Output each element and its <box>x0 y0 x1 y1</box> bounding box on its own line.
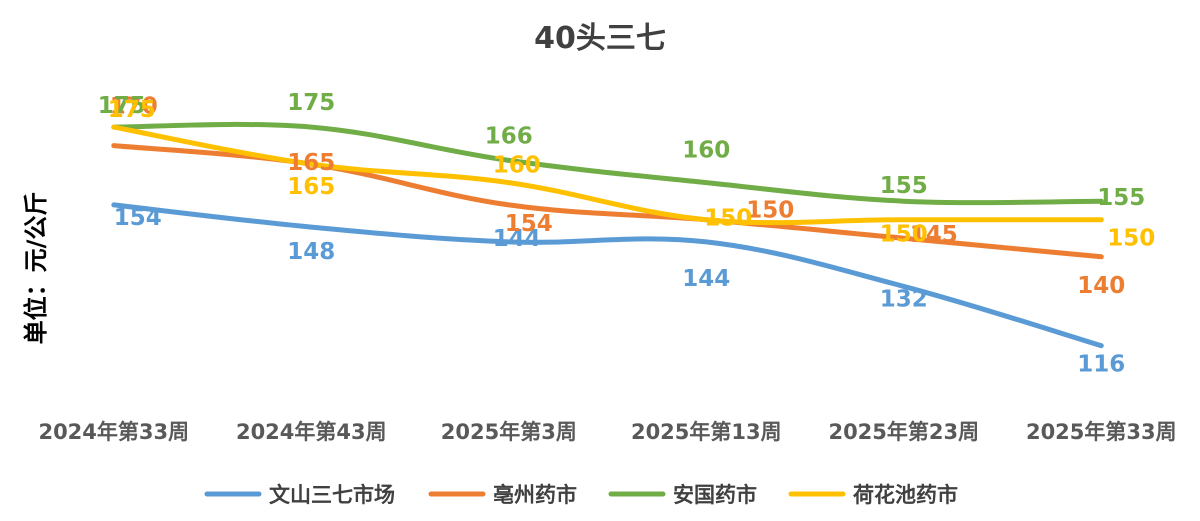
data-label: 165 <box>287 150 335 176</box>
y-axis-label: 单位：元/公斤 <box>22 192 50 345</box>
series-line-1 <box>111 202 1104 349</box>
data-label: 155 <box>1097 185 1145 211</box>
data-label: 144 <box>682 266 730 292</box>
data-label: 175 <box>287 90 335 116</box>
data-label: 148 <box>287 239 335 265</box>
legend-label: 亳州药市 <box>493 483 577 507</box>
data-label: 165 <box>287 174 335 200</box>
x-tick-label: 2025年第3周 <box>441 420 577 444</box>
chart-title: 40头三七 <box>534 21 666 56</box>
legend-label: 文山三七市场 <box>269 483 395 507</box>
data-label: 116 <box>1077 352 1125 378</box>
series-line-3 <box>111 121 1104 206</box>
data-label: 150 <box>704 206 752 232</box>
x-axis: 2024年第33周 2024年第43周 2025年第3周 2025年第13周 2025年… <box>38 420 1176 444</box>
x-tick-label: 2025年第33周 <box>1026 420 1177 444</box>
legend-item: 安国药市 <box>608 483 757 507</box>
series-lines <box>111 121 1104 349</box>
data-label: 140 <box>1077 273 1125 299</box>
legend-item: 荷花池药市 <box>788 483 958 507</box>
data-label: 144 <box>493 226 541 252</box>
x-tick-label: 2024年第43周 <box>236 420 387 444</box>
data-label: 154 <box>505 211 553 237</box>
data-label: 150 <box>880 222 928 248</box>
x-tick-label: 2025年第23周 <box>828 420 979 444</box>
data-label: 175 <box>98 93 146 119</box>
data-label: 150 <box>746 198 794 224</box>
data-label: 155 <box>880 173 928 199</box>
data-label: 160 <box>682 138 730 164</box>
data-label: 145 <box>910 222 958 248</box>
data-label: 132 <box>880 286 928 312</box>
data-label: 175 <box>108 97 156 123</box>
data-label: 150 <box>1107 226 1155 252</box>
data-label: 166 <box>485 123 533 149</box>
data-label: 170 <box>110 94 158 120</box>
legend-item: 文山三七市场 <box>204 483 395 507</box>
data-label: 160 <box>493 153 541 179</box>
legend: 文山三七市场 亳州药市 安国药市 荷花池药市 <box>204 483 958 507</box>
data-label: 154 <box>114 205 162 231</box>
legend-label: 荷花池药市 <box>853 483 958 507</box>
legend-label: 安国药市 <box>673 483 757 507</box>
legend-item: 亳州药市 <box>428 483 577 507</box>
series-line-4 <box>111 124 1104 226</box>
x-tick-label: 2024年第33周 <box>38 420 189 444</box>
x-tick-label: 2025年第13周 <box>631 420 782 444</box>
